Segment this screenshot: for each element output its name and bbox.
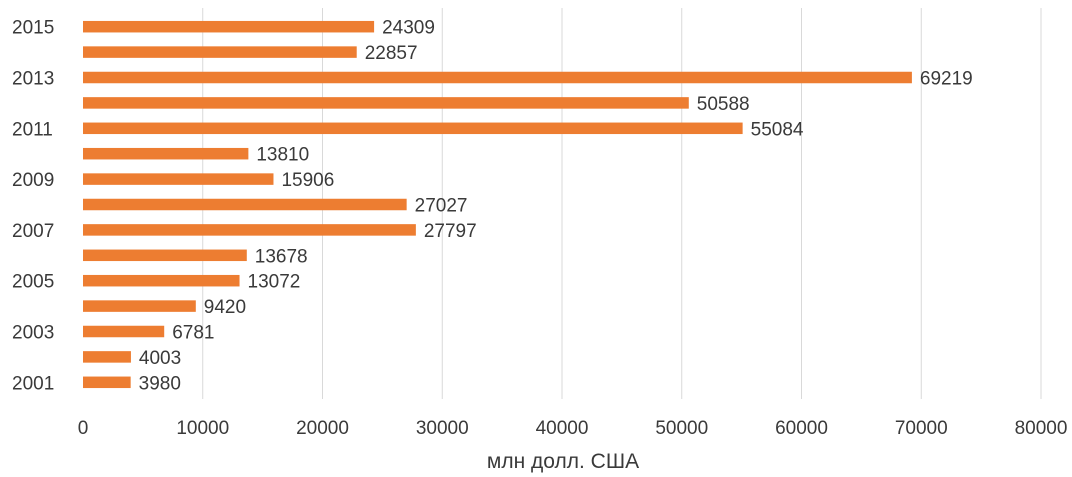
data-label-2011: 55084	[751, 119, 804, 140]
data-label-2006: 13678	[255, 246, 308, 267]
data-label-2009: 15906	[281, 170, 334, 191]
y-axis-ticks: 2001 2003 2005 2007 2009 2011 2013 2015	[12, 18, 54, 395]
x-tick-label: 70000	[895, 418, 948, 439]
bar-2012	[83, 97, 689, 109]
bars	[83, 20, 912, 389]
x-tick-label: 40000	[536, 418, 589, 439]
data-label-2005: 13072	[248, 272, 301, 293]
y-tick-label: 2015	[12, 18, 54, 39]
bar-2011	[83, 122, 743, 135]
bar-2003	[83, 325, 165, 338]
data-label-2008: 27027	[415, 196, 468, 217]
bar-2001	[83, 376, 131, 389]
data-label-2013: 69219	[920, 69, 973, 90]
x-tick-label: 10000	[176, 418, 229, 439]
x-tick-label: 30000	[416, 418, 469, 439]
bar-2010	[83, 147, 249, 160]
bar-2015	[83, 20, 375, 33]
bar-2005	[83, 274, 240, 287]
data-label-2004: 9420	[204, 297, 246, 318]
x-tick-label: 80000	[1015, 418, 1068, 439]
bar-2006	[83, 249, 247, 262]
x-tick-label: 50000	[655, 418, 708, 439]
bar-2014	[83, 46, 357, 58]
bar-2009	[83, 173, 274, 185]
data-label-2001: 3980	[139, 373, 181, 394]
y-tick-label: 2005	[12, 272, 54, 293]
y-tick-label: 2003	[12, 323, 54, 344]
data-label-2014: 22857	[365, 43, 418, 64]
data-label-2015: 24309	[382, 18, 435, 39]
bar-2004	[83, 300, 196, 312]
bar-2007	[83, 224, 416, 236]
bar-2013	[83, 71, 912, 84]
data-label-2003: 6781	[172, 323, 214, 344]
x-axis-title: млн долл. США	[487, 450, 639, 473]
x-tick-label: 60000	[775, 418, 828, 439]
data-label-2007: 27797	[424, 221, 477, 242]
data-label-2010: 13810	[256, 145, 309, 166]
data-label-2002: 4003	[139, 348, 181, 369]
data-label-2012: 50588	[697, 94, 750, 115]
x-tick-label: 20000	[296, 418, 349, 439]
x-tick-label: 0	[78, 418, 89, 439]
y-tick-label: 2013	[12, 69, 54, 90]
y-tick-label: 2007	[12, 221, 54, 242]
y-tick-label: 2001	[12, 373, 54, 394]
y-tick-label: 2009	[12, 170, 54, 191]
bar-2008	[83, 198, 407, 211]
bar-2002	[83, 351, 131, 363]
x-axis-ticks: 0 10000 20000 30000 40000 50000 60000 70000 8000…	[78, 418, 1068, 439]
y-tick-label: 2011	[12, 119, 53, 140]
